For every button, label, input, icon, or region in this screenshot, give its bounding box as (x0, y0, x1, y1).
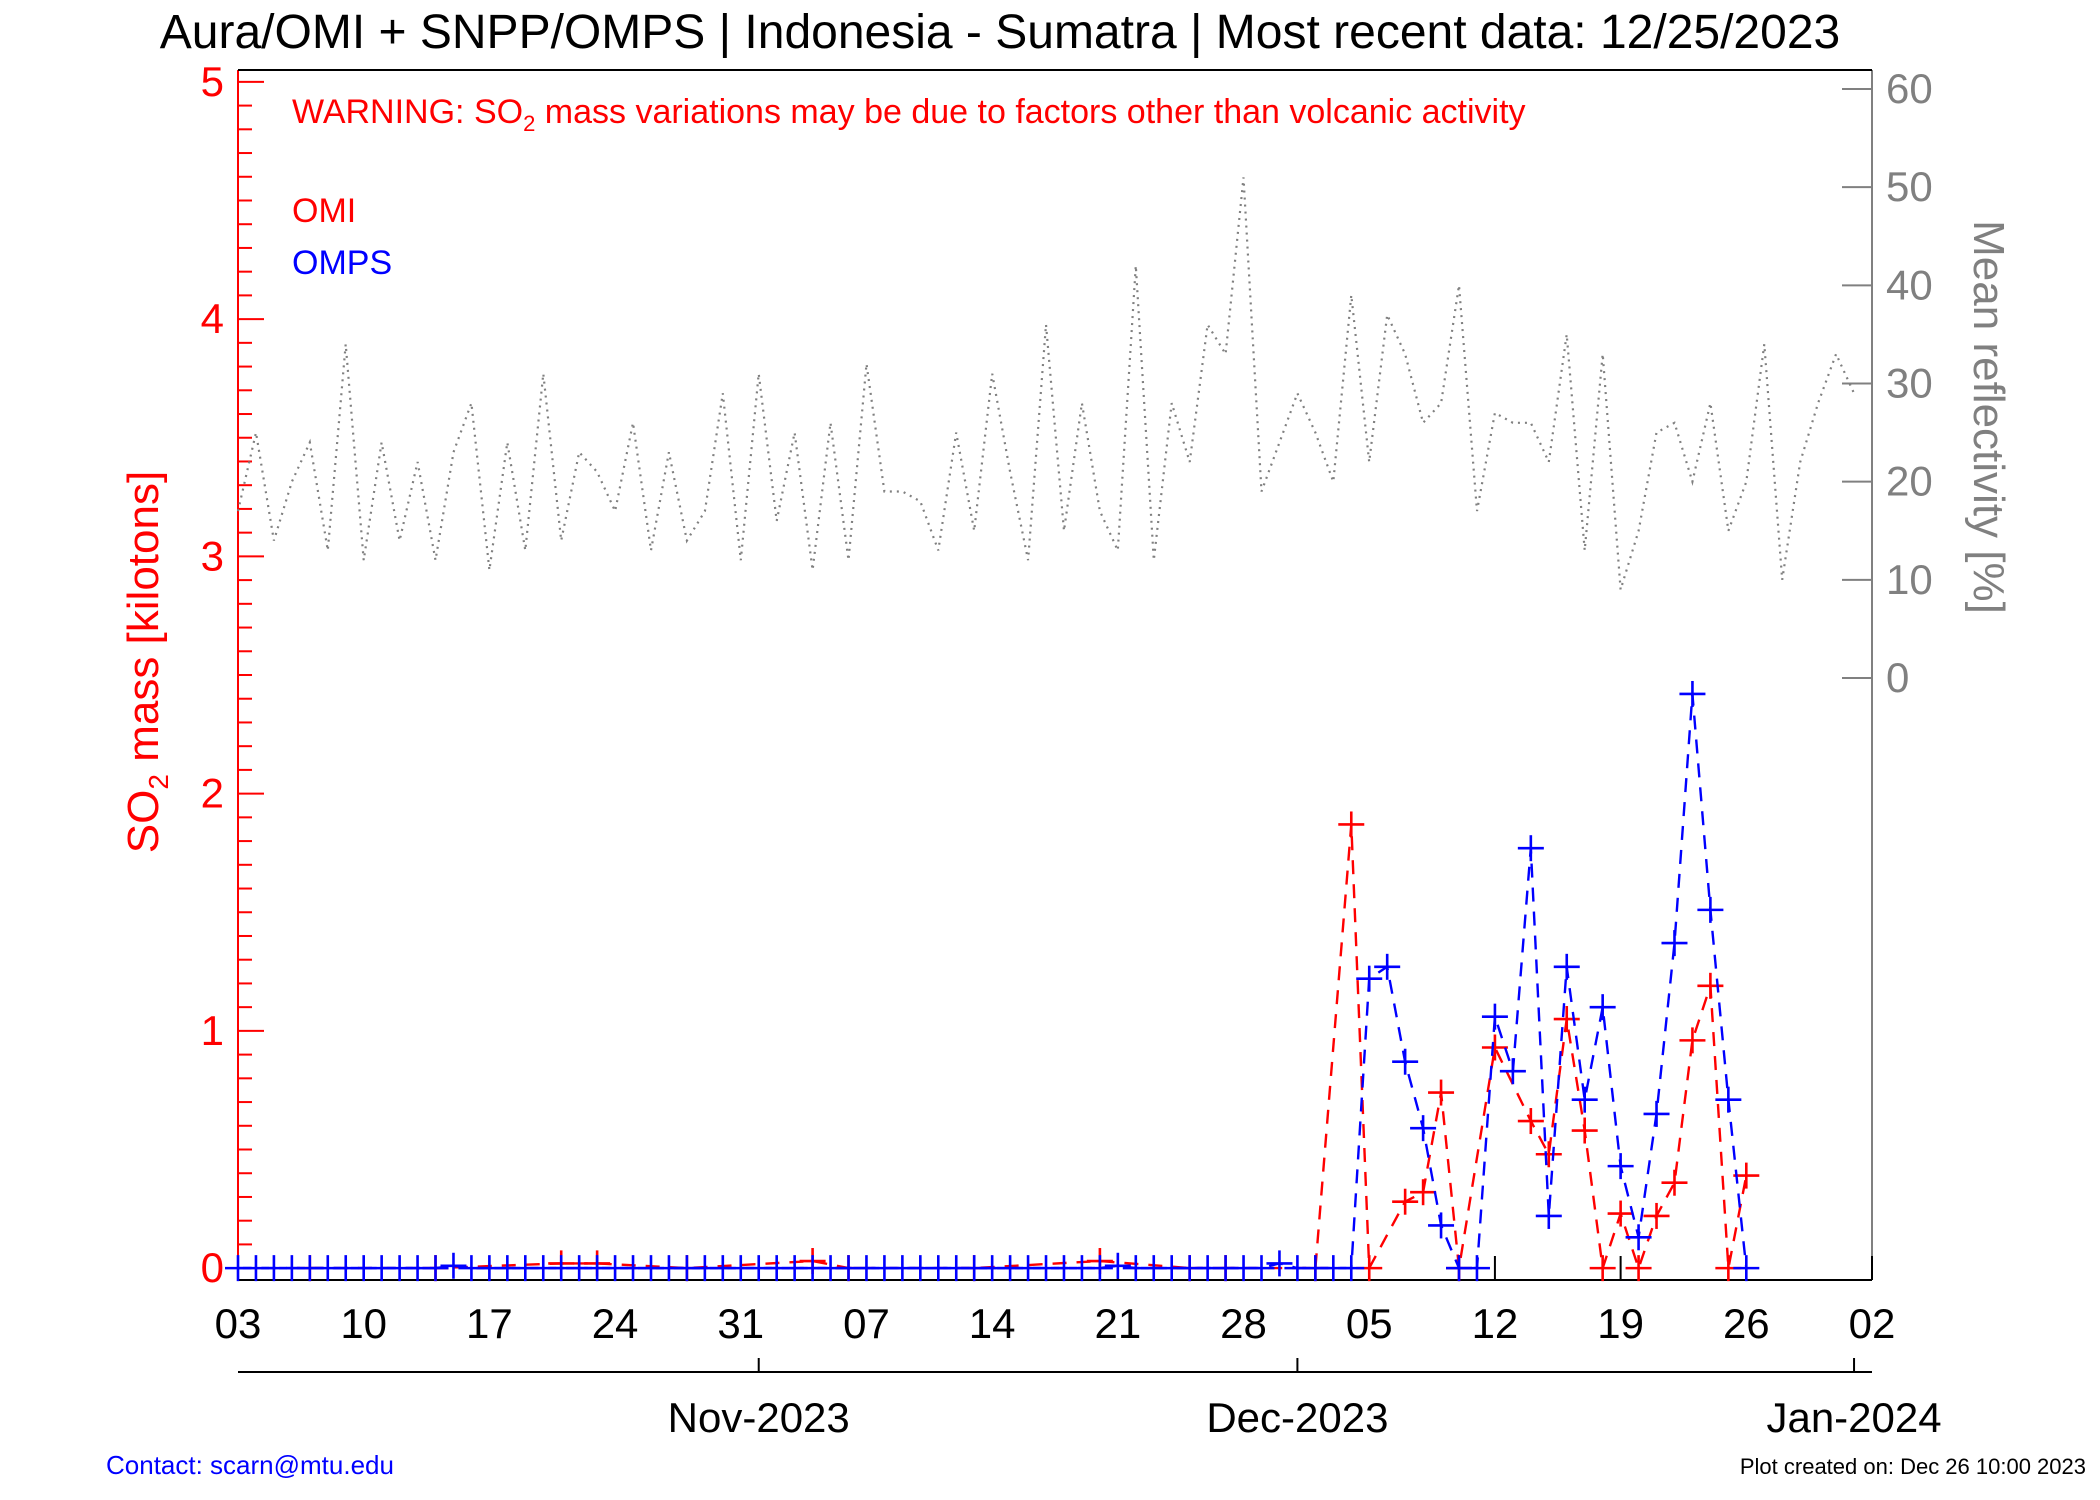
omps-data-point (1733, 1255, 1760, 1282)
omps-data-point (1356, 965, 1383, 992)
y-axis-label-prefix: SO (119, 790, 168, 854)
y-axis-label-subscript: 2 (143, 774, 174, 790)
month-tick-label: Jan-2024 (1766, 1394, 1941, 1441)
omps-series-line (238, 693, 1748, 1270)
x-tick-label: 21 (1094, 1300, 1141, 1347)
y2-tick-label: 0 (1886, 654, 1909, 701)
y-tick-label: 4 (201, 295, 224, 342)
omi-data-point (1517, 1108, 1544, 1135)
warning-suffix: mass variations may be due to factors ot… (535, 93, 1525, 131)
month-tick-label: Dec-2023 (1206, 1394, 1388, 1441)
x-tick-label: 28 (1220, 1300, 1267, 1347)
footer-contact: Contact: scarn@mtu.edu (106, 1450, 394, 1480)
y-axis-label: SO2 mass [kilotons] (119, 471, 174, 853)
y2-tick-label: 10 (1886, 556, 1933, 603)
omps-data-point (1589, 994, 1616, 1021)
x-tick-label: 12 (1472, 1300, 1519, 1347)
omi-data-point (1625, 1255, 1652, 1282)
footer-created: Plot created on: Dec 26 10:00 2023 (1740, 1454, 2086, 1479)
omi-data-point (1535, 1141, 1562, 1168)
y-tick-label: 2 (201, 770, 224, 817)
x-tick-label: 03 (215, 1300, 262, 1347)
omps-data-point (1481, 1003, 1508, 1030)
omi-data-point (1410, 1179, 1437, 1206)
omps-data-point (1679, 680, 1706, 707)
omps-data-point (1266, 1250, 1293, 1277)
omi-data-point (1607, 1200, 1634, 1227)
omps-data-point (1715, 1086, 1742, 1113)
legend-omps: OMPS (292, 244, 392, 282)
omps-data-point (1571, 1086, 1598, 1113)
omps-data-point (1625, 1224, 1652, 1251)
omps-data-point (422, 1255, 449, 1282)
omps-data-point (1463, 1255, 1490, 1282)
omps-data-point (1643, 1100, 1670, 1127)
reflectivity-series-line (236, 177, 1856, 590)
legend-omi: OMI (292, 192, 356, 230)
omps-data-point (1607, 1153, 1634, 1180)
x-tick-label: 17 (466, 1300, 513, 1347)
x-tick-label: 05 (1346, 1300, 1393, 1347)
warning-prefix: WARNING: SO (292, 93, 523, 131)
omi-data-point (1571, 1117, 1598, 1144)
omi-data-point (1697, 972, 1724, 999)
omps-data-point (1086, 1255, 1113, 1282)
x-tick-label: 14 (969, 1300, 1016, 1347)
x-tick-label: 31 (717, 1300, 764, 1347)
omps-data-point (1517, 835, 1544, 862)
omps-data-point (1410, 1115, 1437, 1142)
y2-tick-label: 30 (1886, 360, 1933, 407)
omi-data-point (1643, 1202, 1670, 1229)
omps-data-point (1535, 1202, 1562, 1229)
y2-tick-label: 40 (1886, 261, 1933, 308)
omps-data-point (440, 1252, 467, 1279)
x-tick-label: 02 (1849, 1300, 1896, 1347)
omps-data-point (1392, 1048, 1419, 1075)
omi-data-point (1392, 1188, 1419, 1215)
omps-data-point (1499, 1058, 1526, 1085)
y2-tick-label: 20 (1886, 458, 1933, 505)
omi-data-point (1589, 1255, 1616, 1282)
x-tick-label: 07 (843, 1300, 890, 1347)
x-tick-label: 19 (1597, 1300, 1644, 1347)
omps-data-point (1697, 896, 1724, 923)
omps-data-point (1338, 1255, 1365, 1282)
omi-data-point (1661, 1169, 1688, 1196)
x-tick-label: 10 (340, 1300, 387, 1347)
warning-subscript: 2 (523, 111, 535, 136)
y-tick-label: 5 (201, 58, 224, 105)
x-tick-label: 24 (592, 1300, 639, 1347)
omi-data-point (1679, 1027, 1706, 1054)
omps-data-point (1374, 953, 1401, 980)
y-axis-label-suffix: mass [kilotons] (119, 471, 168, 774)
y2-tick-label: 60 (1886, 65, 1933, 112)
omps-data-point (1661, 930, 1688, 957)
omi-data-point (1481, 1034, 1508, 1061)
omps-data-point (1104, 1252, 1131, 1279)
chart-title: Aura/OMI + SNPP/OMPS | Indonesia - Sumat… (160, 6, 1840, 59)
y2-axis-label: Mean reflectivity [%] (1964, 220, 2013, 614)
omi-series-line (309, 824, 1748, 1273)
omps-data-point (1248, 1255, 1275, 1282)
x-tick-label: 26 (1723, 1300, 1770, 1347)
warning-note: WARNING: SO2 mass variations may be due … (292, 93, 1526, 136)
omi-data-point (1338, 811, 1365, 838)
y-tick-label: 0 (201, 1244, 224, 1291)
y-tick-label: 3 (201, 532, 224, 579)
y2-tick-label: 50 (1886, 163, 1933, 210)
omps-data-point (1553, 953, 1580, 980)
omps-data-point (1428, 1212, 1455, 1239)
omi-data-point (1553, 1006, 1580, 1033)
month-tick-label: Nov-2023 (668, 1394, 850, 1441)
y-tick-label: 1 (201, 1007, 224, 1054)
omi-data-point (1428, 1079, 1455, 1106)
